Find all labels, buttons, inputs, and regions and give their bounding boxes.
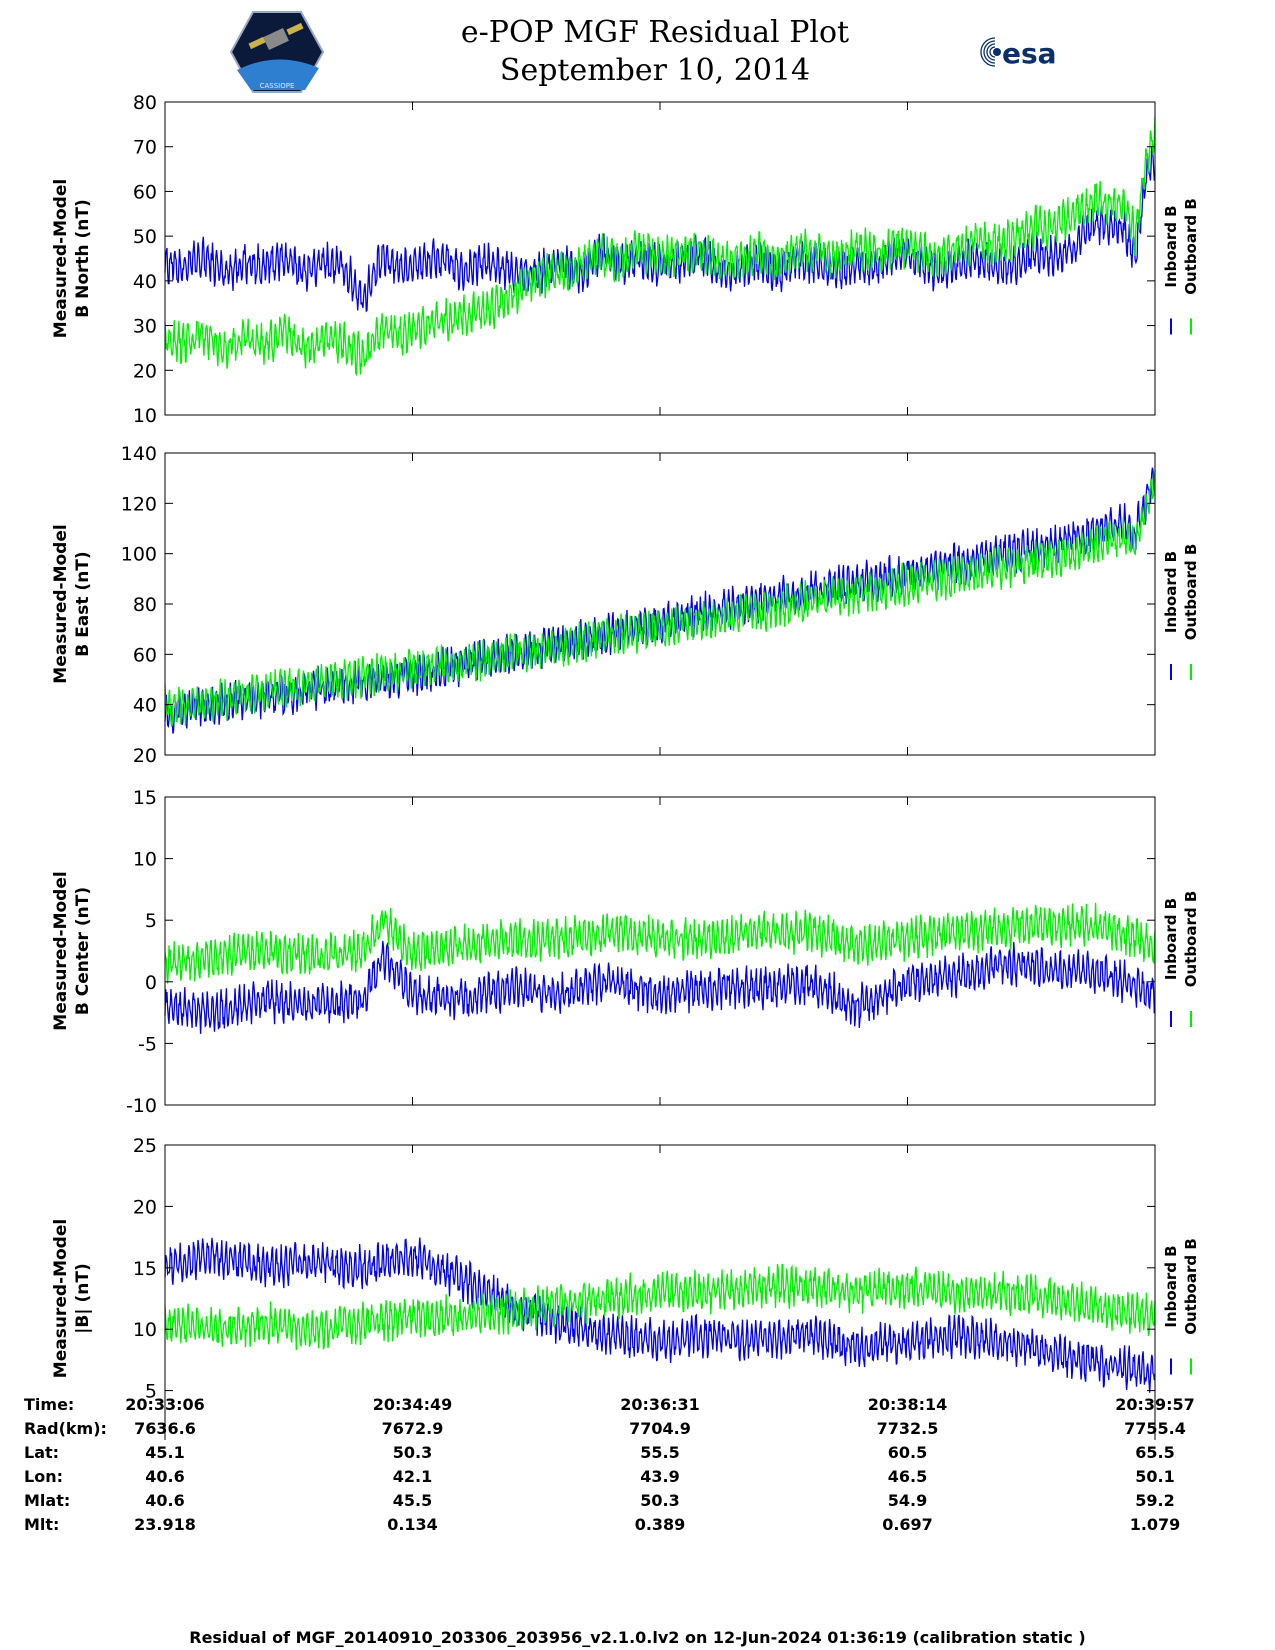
esa-logo: esa <box>980 37 1057 70</box>
y-axis-label: Measured-Model <box>51 524 71 683</box>
y-tick-label: 140 <box>121 443 157 465</box>
ephemeris-time-value: 20:36:31 <box>620 1395 700 1414</box>
footer-note: Residual of MGF_20140910_203306_203956_v… <box>189 1628 1086 1647</box>
plot-title: e-POP MGF Residual Plot <box>460 15 850 50</box>
ephemeris-lon-value: 50.1 <box>1135 1467 1175 1486</box>
y-tick-label: 15 <box>133 1258 157 1280</box>
y-tick-label: 0 <box>145 972 157 994</box>
y-tick-label: 10 <box>133 405 157 427</box>
y-tick-label: 50 <box>133 226 157 248</box>
y-tick-label: 15 <box>133 787 157 809</box>
ephemeris-time-value: 20:33:06 <box>125 1395 205 1414</box>
series-line-b-north-inboard <box>164 145 1156 313</box>
y-axis-label: |B| (nT) <box>73 1263 93 1334</box>
ephemeris-time-value: 20:34:49 <box>372 1395 453 1414</box>
ephemeris-rad-value: 7732.5 <box>876 1419 939 1438</box>
y-tick-label: 30 <box>133 316 157 338</box>
ephemeris-mlat-value: 54.9 <box>887 1491 928 1510</box>
ephemeris-rad-value: 7636.6 <box>134 1419 196 1438</box>
legend-label-outboard: Outboard B <box>1182 198 1200 295</box>
ephemeris-mlt-value: 1.079 <box>1129 1515 1181 1534</box>
y-tick-label: 100 <box>121 544 157 566</box>
y-tick-label: 60 <box>133 181 157 203</box>
y-tick-label: 25 <box>133 1135 157 1157</box>
y-tick-label: -5 <box>138 1033 157 1055</box>
label-mlat: Mlat: <box>24 1491 71 1510</box>
y-tick-label: 40 <box>133 271 157 293</box>
series-line-b-total-inboard <box>164 1237 1156 1393</box>
y-axis-label: Measured-Model <box>51 179 71 338</box>
ephemeris-lat-value: 60.5 <box>887 1443 928 1462</box>
ephemeris-time-value: 20:39:57 <box>1115 1395 1195 1414</box>
ephemeris-lat-value: 50.3 <box>392 1443 433 1462</box>
series-line-b-east-outboard <box>164 470 1156 727</box>
ephemeris-time-value: 20:38:14 <box>867 1395 948 1414</box>
ephemeris-mlt-value: 0.697 <box>882 1515 933 1534</box>
plot-date: September 10, 2014 <box>499 53 811 88</box>
y-tick-label: 40 <box>133 695 157 717</box>
y-tick-label: 20 <box>133 1196 157 1218</box>
ephemeris-mlat-value: 40.6 <box>145 1491 185 1510</box>
series-line-b-north-outboard <box>164 116 1156 377</box>
y-tick-label: 20 <box>133 745 157 767</box>
legend-label-outboard: Outboard B <box>1182 1238 1200 1335</box>
legend-label-outboard: Outboard B <box>1182 544 1200 641</box>
y-tick-label: 60 <box>133 644 157 666</box>
legend-label-inboard: Inboard B <box>1162 551 1180 633</box>
y-tick-label: 10 <box>133 849 157 871</box>
y-axis-label: B Center (nT) <box>73 887 93 1015</box>
legend-label-inboard: Inboard B <box>1162 1245 1180 1327</box>
ephemeris-rad-value: 7672.9 <box>381 1419 444 1438</box>
ephemeris-lon-value: 43.9 <box>640 1467 680 1486</box>
y-axis-label: B East (nT) <box>73 551 93 656</box>
esa-logo-text: esa <box>1002 37 1057 70</box>
ephemeris-mlt-value: 0.389 <box>634 1515 686 1534</box>
y-tick-label: 20 <box>133 360 157 382</box>
ephemeris-rad-value: 7755.4 <box>1124 1419 1186 1438</box>
ephemeris-lat-value: 55.5 <box>640 1443 680 1462</box>
series-line-b-center-outboard <box>164 902 1156 984</box>
y-tick-label: 5 <box>145 910 157 932</box>
label-time: Time: <box>24 1395 75 1414</box>
series-line-b-center-inboard <box>164 940 1156 1034</box>
y-tick-label: 80 <box>133 92 157 114</box>
cassiope-mission-logo: CASSIOPE <box>229 11 325 93</box>
ephemeris-mlt-value: 0.134 <box>387 1515 438 1534</box>
ephemeris-mlat-value: 50.3 <box>640 1491 680 1510</box>
y-tick-label: -10 <box>126 1095 157 1117</box>
y-tick-label: 120 <box>121 493 157 515</box>
legend-label-outboard: Outboard B <box>1182 891 1200 988</box>
label-rad: Rad(km): <box>24 1419 107 1438</box>
label-lat: Lat: <box>24 1443 60 1462</box>
label-lon: Lon: <box>24 1467 63 1486</box>
y-axis-label: B North (nT) <box>73 199 93 318</box>
y-tick-label: 5 <box>145 1381 157 1403</box>
ephemeris-lon-value: 46.5 <box>887 1467 928 1486</box>
ephemeris-lon-value: 40.6 <box>145 1467 185 1486</box>
label-mlt: Mlt: <box>24 1515 60 1534</box>
legend-label-inboard: Inboard B <box>1162 205 1180 287</box>
y-tick-label: 70 <box>133 137 157 159</box>
y-axis-label: Measured-Model <box>51 1219 71 1378</box>
series-line-b-total-outboard <box>164 1263 1156 1351</box>
ephemeris-mlat-value: 45.5 <box>392 1491 433 1510</box>
ephemeris-lat-value: 45.1 <box>145 1443 185 1462</box>
ephemeris-mlt-value: 23.918 <box>134 1515 196 1534</box>
y-axis-label: Measured-Model <box>51 871 71 1030</box>
plot-frame-b-east <box>164 452 1156 756</box>
series-line-b-east-inboard <box>164 467 1156 734</box>
y-tick-label: 80 <box>133 594 157 616</box>
ephemeris-lat-value: 65.5 <box>1135 1443 1175 1462</box>
ephemeris-mlat-value: 59.2 <box>1135 1491 1175 1510</box>
ephemeris-lon-value: 42.1 <box>392 1467 433 1486</box>
y-tick-label: 10 <box>133 1319 157 1341</box>
cassiope-logo-text: CASSIOPE <box>260 82 295 90</box>
legend-label-inboard: Inboard B <box>1162 898 1180 980</box>
ephemeris-rad-value: 7704.9 <box>629 1419 691 1438</box>
